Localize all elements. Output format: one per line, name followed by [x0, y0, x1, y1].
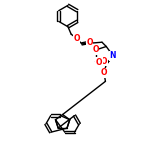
Text: O: O: [92, 45, 99, 55]
Text: O: O: [101, 57, 107, 66]
Text: O: O: [73, 34, 80, 43]
Text: N: N: [110, 51, 116, 60]
Text: O: O: [96, 58, 102, 67]
Text: O: O: [86, 38, 93, 47]
Text: O: O: [101, 68, 108, 77]
